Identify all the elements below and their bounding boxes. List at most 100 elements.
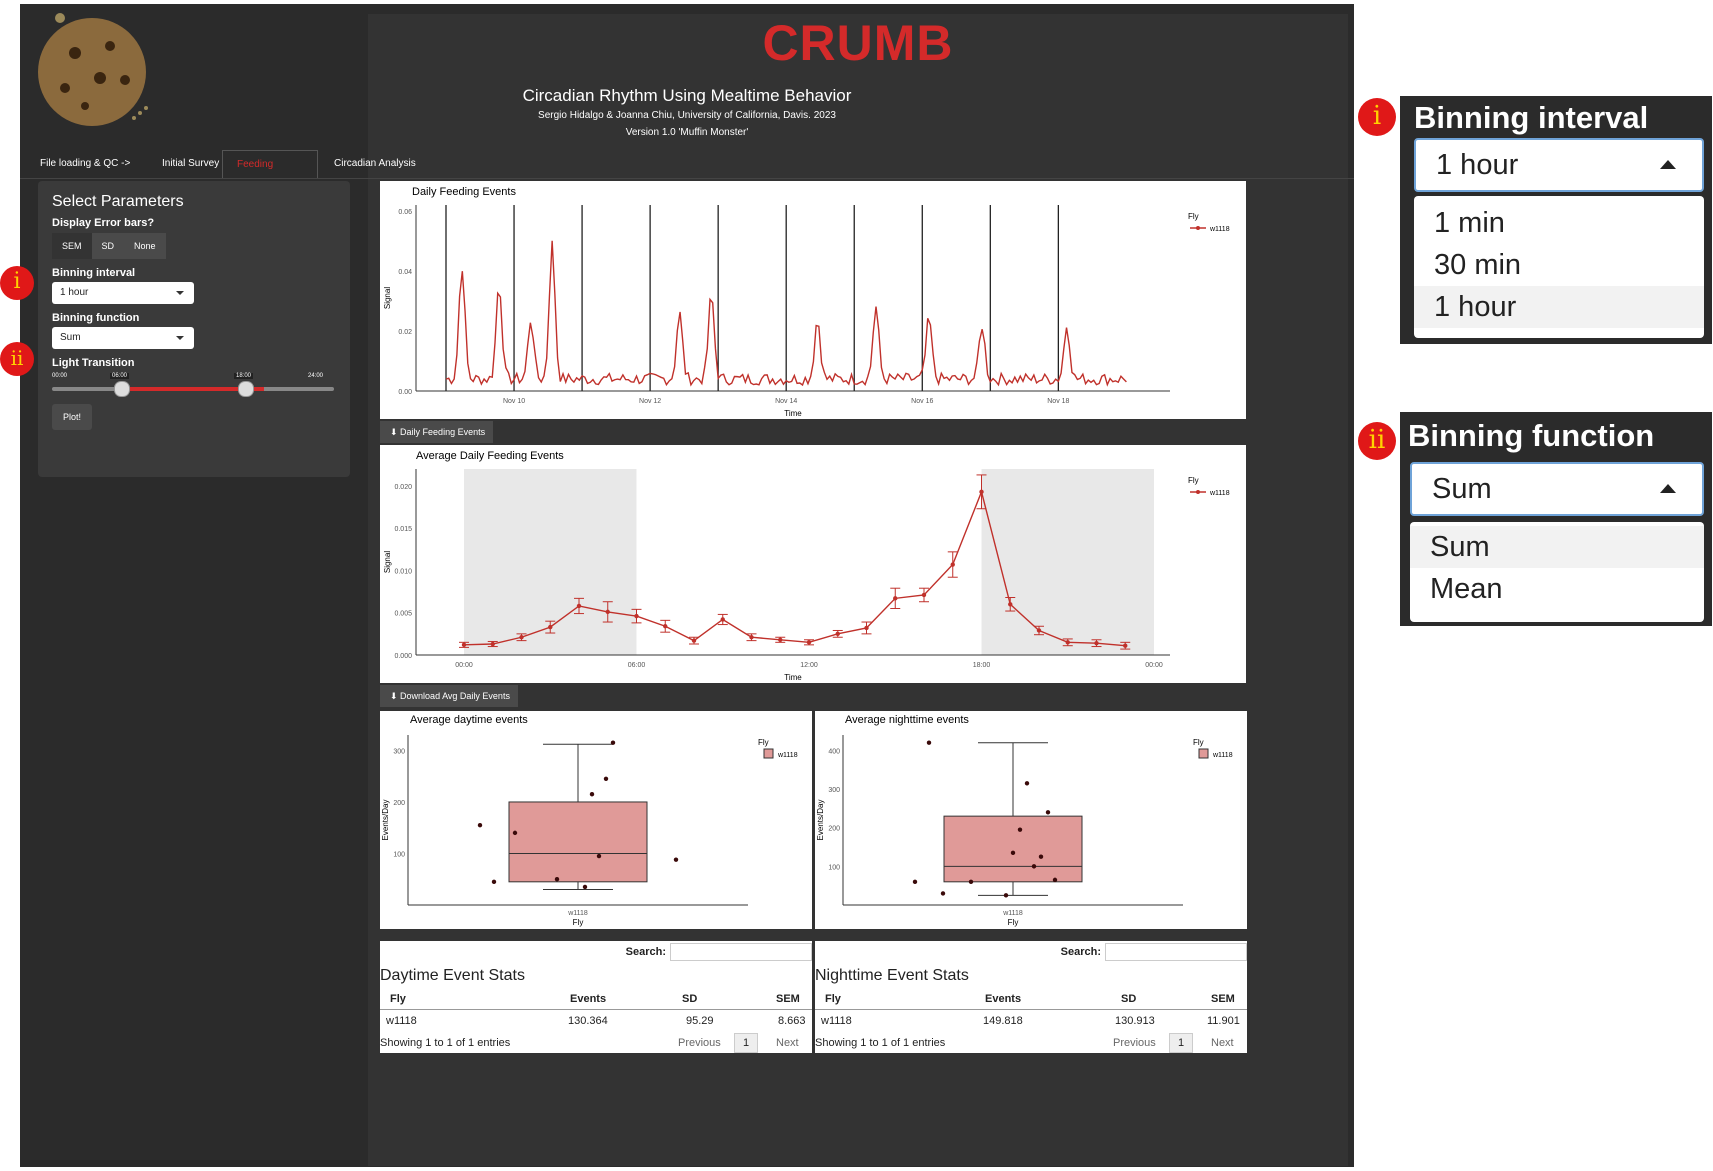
y-axis-label: Signal [383, 287, 392, 309]
data-point [778, 637, 783, 642]
x-tick-label: 00:00 [455, 662, 473, 669]
light-transition-slider[interactable] [52, 381, 334, 397]
download-daily-button[interactable]: ⬇ Daily Feeding Events [380, 421, 494, 443]
option-mean[interactable]: Mean [1430, 573, 1503, 605]
y-tick-label: 0.04 [398, 269, 412, 276]
slider-range-fill [126, 387, 264, 391]
caret-up-icon [1660, 160, 1676, 169]
column-sd[interactable]: SD [682, 993, 698, 1005]
slider-end-handle[interactable] [238, 381, 254, 397]
column-sem[interactable]: SEM [1211, 993, 1235, 1005]
data-point [1123, 643, 1128, 648]
plot-button[interactable]: Plot! [52, 404, 92, 430]
daytime-box-panel: Average daytime events 100 200 300 w1118 Fly E… [380, 711, 812, 929]
data-point [835, 631, 840, 637]
next-button[interactable]: Next [776, 1037, 799, 1049]
x-tick-label: Nov 10 [503, 398, 525, 405]
caret-down-icon [176, 291, 184, 295]
page-1-button[interactable]: 1 [734, 1033, 759, 1053]
data-point [634, 613, 639, 619]
y-tick-label: 0.06 [398, 209, 412, 216]
x-axis-label: Time [784, 409, 802, 418]
slider-start-handle[interactable] [114, 381, 130, 397]
y-tick-label: 0.020 [394, 484, 412, 491]
binning-function-label: Binning function [52, 312, 140, 324]
tab-initial-survey[interactable]: Initial Survey -> [162, 158, 232, 169]
y-axis-label: Events/Day [381, 800, 390, 841]
next-button[interactable]: Next [1211, 1037, 1234, 1049]
y-tick-label: 0.010 [394, 568, 412, 575]
column-events[interactable]: Events [570, 993, 607, 1005]
x-axis-label: Fly [573, 918, 584, 927]
data-point [1036, 628, 1042, 633]
jitter-point [1003, 893, 1009, 898]
x-tick-label: Nov 16 [911, 398, 933, 405]
jitter-point [589, 792, 595, 797]
legend-title: Fly [758, 738, 769, 747]
page-1-button[interactable]: 1 [1169, 1033, 1194, 1053]
previous-button[interactable]: Previous [678, 1037, 721, 1049]
search-input[interactable] [1105, 943, 1247, 961]
x-tick-label: w1118 [567, 910, 588, 917]
x-axis-label: Fly [1008, 918, 1019, 927]
column-sem[interactable]: SEM [776, 993, 800, 1005]
binning-interval-select[interactable]: 1 hour [52, 282, 194, 304]
binning-interval-callout: Binning interval 1 hour 1 min 30 min 1 h… [1400, 96, 1712, 344]
column-events[interactable]: Events [985, 993, 1022, 1005]
y-tick-label: 0.000 [394, 653, 412, 660]
y-tick-label: 300 [828, 787, 840, 794]
jitter-point [596, 853, 602, 859]
y-tick-label: 200 [393, 800, 405, 807]
option-1-min[interactable]: 1 min [1434, 207, 1505, 239]
column-sd[interactable]: SD [1121, 993, 1137, 1005]
tab-feeding-analysis[interactable]: Feeding Analysis -> [222, 150, 318, 198]
data-point [663, 624, 668, 629]
app-subtitle: Circadian Rhythm Using Mealtime Behavior [522, 86, 852, 105]
callout-marker-ii: ii [0, 342, 34, 376]
x-tick-label: Nov 12 [639, 398, 661, 405]
jitter-point [912, 879, 918, 885]
data-point [1008, 602, 1013, 607]
binning-function-select-expanded[interactable]: Sum [1410, 462, 1704, 516]
download-daily-label: Daily Feeding Events [400, 427, 486, 437]
search-field: Search: [1061, 943, 1247, 961]
avg-daily-chart: Average Daily Feeding Events 0.000 0.005 0.… [383, 450, 1230, 682]
column-fly[interactable]: Fly [825, 993, 841, 1005]
search-input[interactable] [670, 943, 812, 961]
x-tick-label: 18:00 [973, 662, 991, 669]
avg-daily-chart-panel: Average Daily Feeding Events 0.000 0.005 0.… [380, 445, 1246, 683]
error-bar-sem-button[interactable]: SEM [52, 233, 92, 259]
cell-sd: 95.29 [686, 1015, 714, 1027]
data-point [720, 617, 725, 622]
table-title: Daytime Event Stats [380, 967, 525, 984]
table-footer: Showing 1 to 1 of 1 entries Previous 1 N… [380, 1033, 812, 1053]
selected-value: Sum [1432, 473, 1492, 505]
nighttime-box-chart: Average nighttime events 100 200 300 400 w111… [816, 714, 1233, 927]
tab-circadian-analysis[interactable]: Circadian Analysis [334, 158, 416, 169]
data-point [461, 642, 467, 648]
binning-function-select[interactable]: Sum [52, 327, 194, 349]
daily-feeding-chart-panel: Daily Feeding Events 0.00 0.02 0.04 0.06 Nov … [380, 181, 1246, 419]
main-panel: Daily Feeding Events 0.00 0.02 0.04 0.06 Nov … [368, 181, 1348, 1166]
cookie-logo-icon [38, 13, 148, 126]
column-fly[interactable]: Fly [390, 993, 406, 1005]
option-30-min[interactable]: 30 min [1434, 249, 1522, 281]
binning-interval-select-expanded[interactable]: 1 hour [1414, 138, 1704, 192]
daytime-stats-table: Search: Daytime Event Stats Fly Events S… [380, 941, 812, 1053]
jitter-point [491, 879, 497, 885]
error-bar-none-button[interactable]: None [124, 233, 166, 259]
data-point [691, 638, 697, 643]
error-bar-sd-button[interactable]: SD [91, 233, 125, 259]
download-avg-button[interactable]: ⬇ Download Avg Daily Events [380, 685, 518, 707]
dark-phase-shading [981, 469, 1154, 655]
option-sum[interactable]: Sum [1410, 526, 1704, 568]
table-row: w1118 130.364 95.29 8.663 [380, 1011, 812, 1031]
y-tick-label: 100 [393, 851, 405, 858]
series-line-w1118 [445, 240, 1127, 387]
table-footer: Showing 1 to 1 of 1 entries Previous 1 N… [815, 1033, 1247, 1053]
option-1-hour[interactable]: 1 hour [1414, 286, 1704, 328]
slider-min-tick: 00:00 [52, 373, 68, 379]
previous-button[interactable]: Previous [1113, 1037, 1156, 1049]
tab-file-loading[interactable]: File loading & QC -> [40, 158, 131, 169]
x-axis-label: Time [784, 673, 802, 682]
